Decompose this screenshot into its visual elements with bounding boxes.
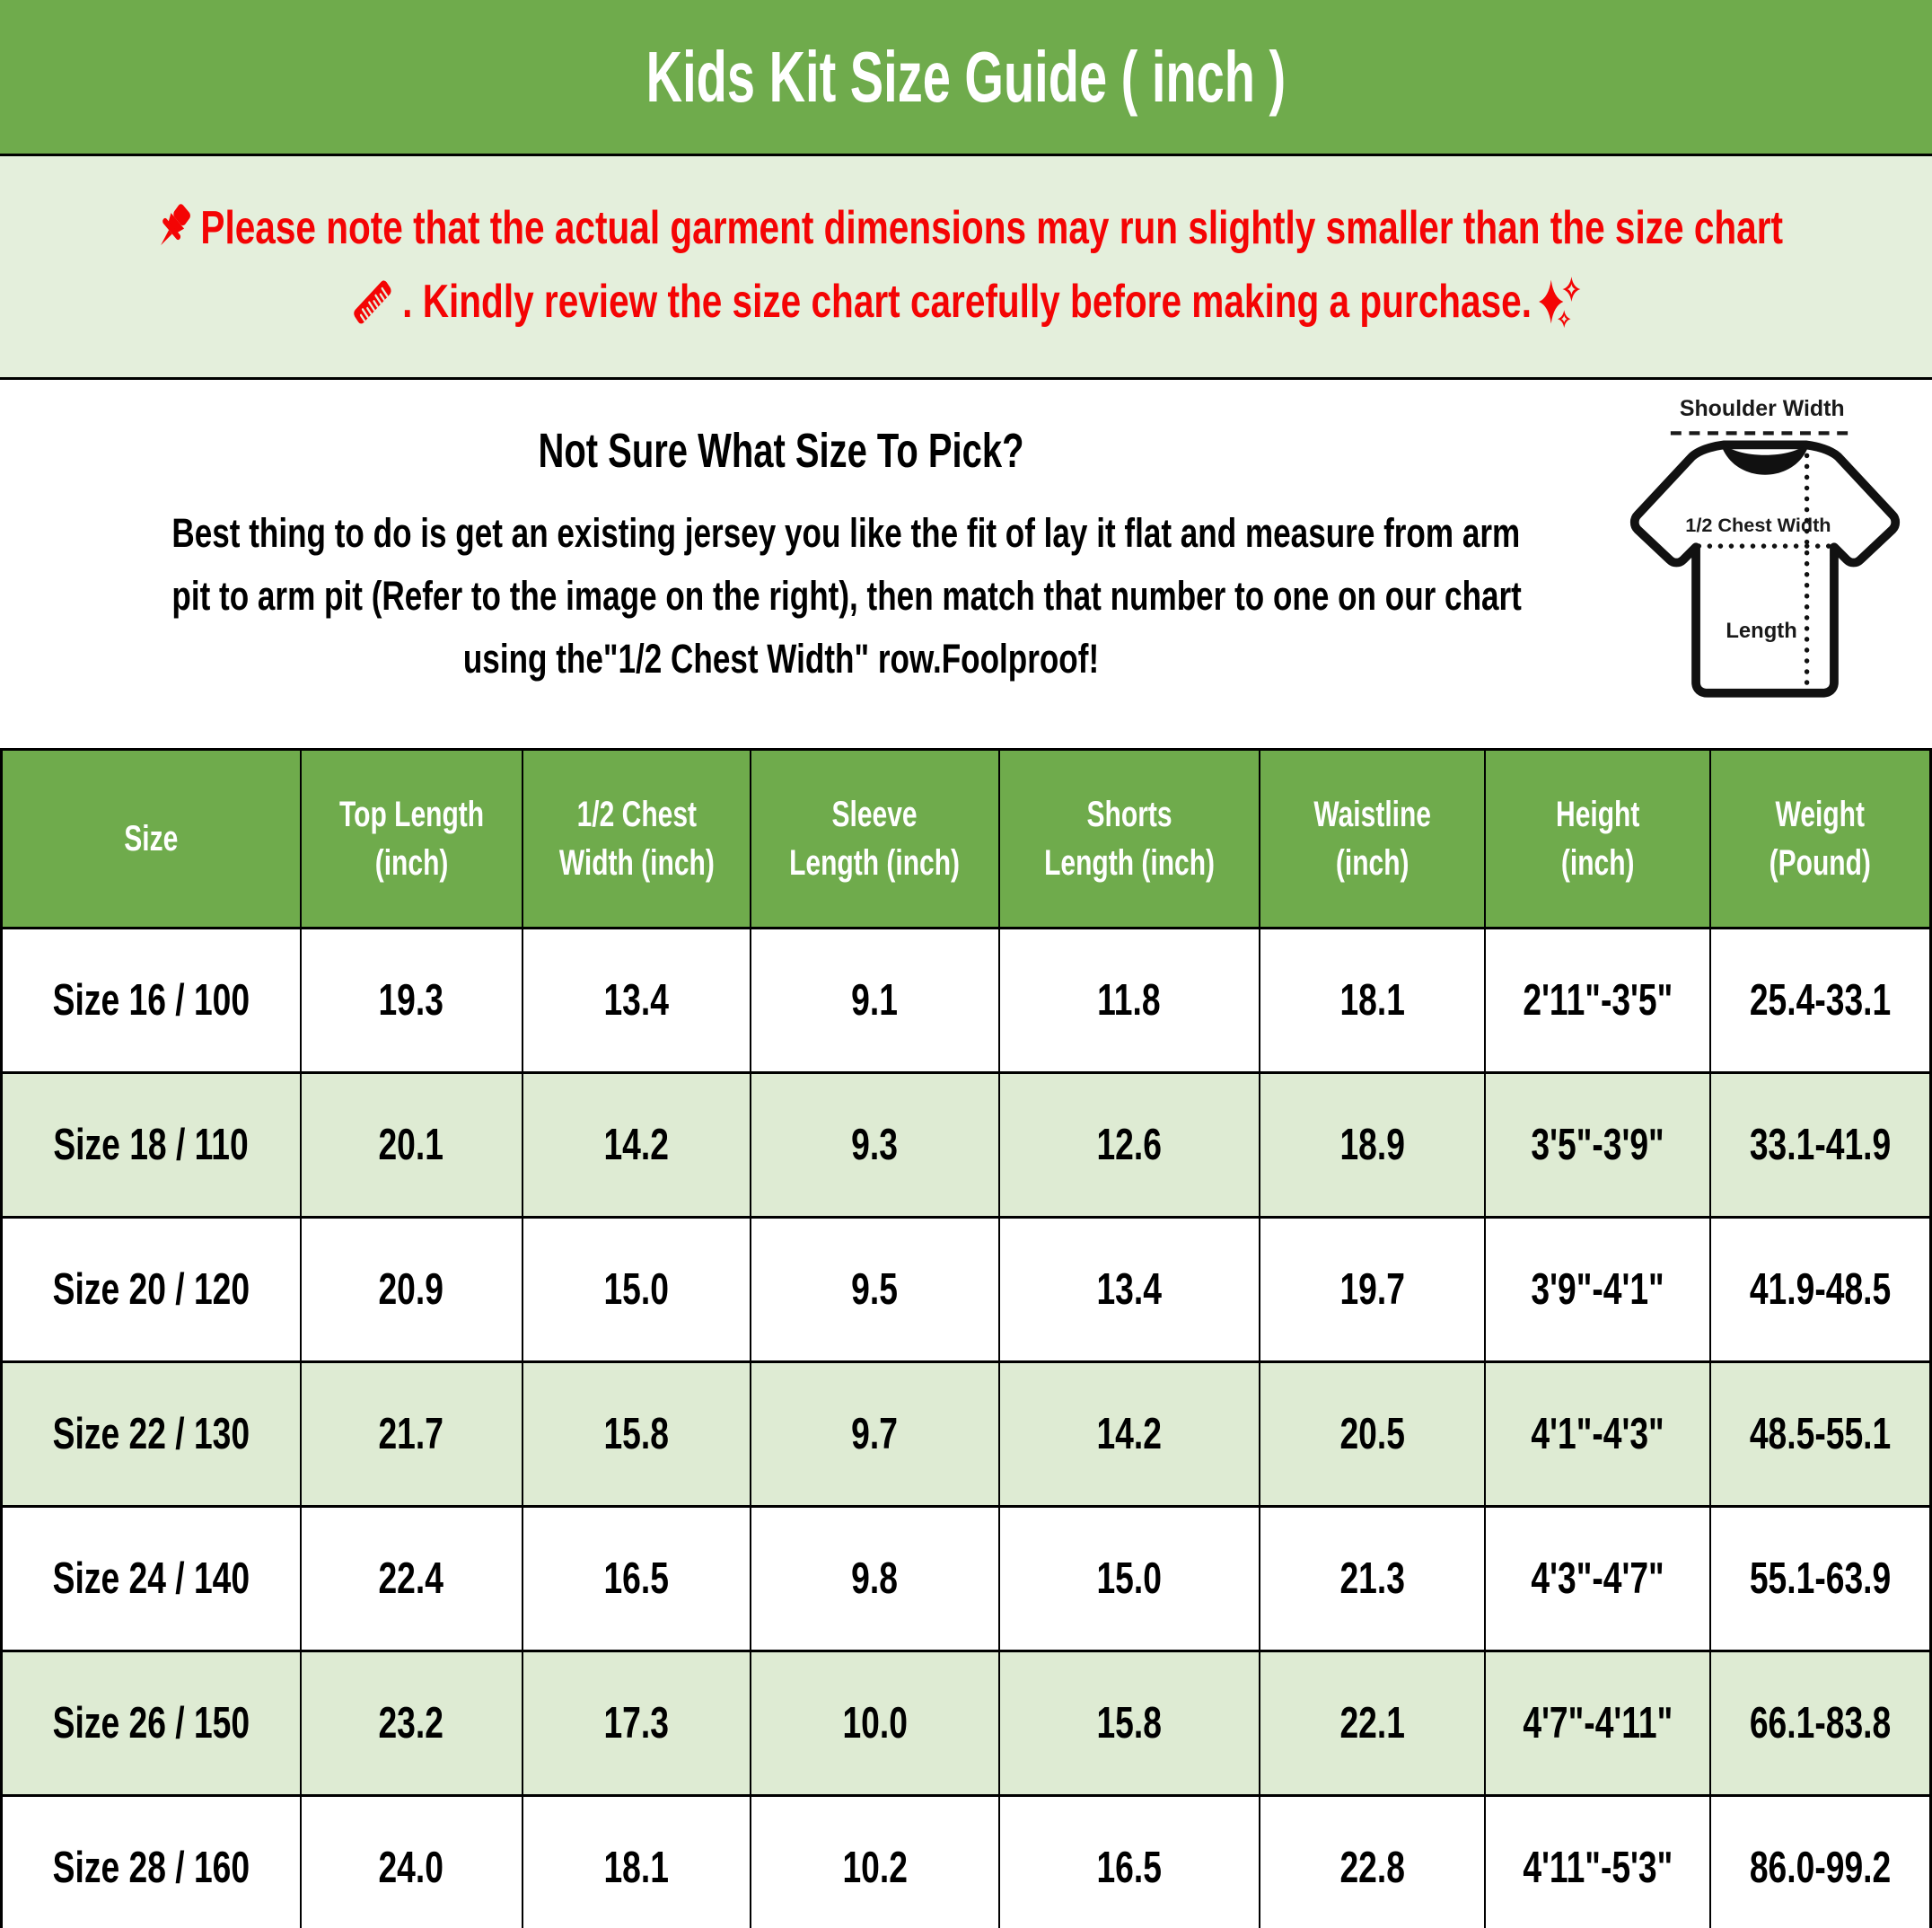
value-cell: 3'5"-3'9" bbox=[1484, 1071, 1712, 1219]
value-cell: 12.6 bbox=[997, 1071, 1260, 1219]
value-cell: 9.3 bbox=[750, 1071, 1000, 1219]
value-cell: 15.0 bbox=[997, 1505, 1260, 1652]
value-cell: 22.8 bbox=[1258, 1794, 1487, 1928]
column-header: Sleeve Length (inch) bbox=[750, 748, 1000, 929]
size-help-section: Not Sure What Size To Pick? Best thing t… bbox=[0, 380, 1932, 748]
value-cell: 16.5 bbox=[997, 1794, 1260, 1928]
tshirt-measurement-diagram: Shoulder Width 1/2 Chest Width Length bbox=[1629, 396, 1901, 698]
value-cell: 9.8 bbox=[750, 1505, 1000, 1652]
value-cell: 10.2 bbox=[750, 1794, 1000, 1928]
ruler-icon bbox=[353, 280, 391, 324]
table-row: Size 20 / 120 20.9 15.0 9.5 13.4 19.7 3'9"-4'1… bbox=[0, 1216, 1932, 1363]
value-cell: 3'9"-4'1" bbox=[1484, 1216, 1712, 1363]
page-title: Kids Kit Size Guide ( inch ) bbox=[645, 36, 1287, 117]
tshirt-outline bbox=[1629, 440, 1901, 698]
value-cell: 19.3 bbox=[299, 927, 523, 1074]
value-cell: 4'11"-5'3" bbox=[1484, 1794, 1712, 1928]
value-cell: 14.2 bbox=[997, 1360, 1260, 1508]
value-cell: 20.9 bbox=[299, 1216, 523, 1363]
value-cell: 4'7"-4'11" bbox=[1484, 1650, 1712, 1797]
value-cell: 9.1 bbox=[750, 927, 1000, 1074]
size-table: Size Top Length (inch) 1/2 Chest Width (inch… bbox=[0, 748, 1932, 1928]
notice-line-1: Please note that the actual garment dime… bbox=[149, 199, 1783, 257]
value-cell: 33.1-41.9 bbox=[1709, 1071, 1932, 1219]
value-cell: 13.4 bbox=[997, 1216, 1260, 1363]
value-cell: 15.8 bbox=[521, 1360, 752, 1508]
size-help-text: Not Sure What Size To Pick? Best thing t… bbox=[0, 380, 1562, 691]
value-cell: 2'11"-3'5" bbox=[1484, 927, 1712, 1074]
size-table-header: Size Top Length (inch) 1/2 Chest Width (inch… bbox=[0, 748, 1932, 929]
table-row: Size 26 / 150 23.2 17.3 10.0 15.8 22.1 4'7"-4'… bbox=[0, 1650, 1932, 1797]
column-header: Height (inch) bbox=[1484, 748, 1712, 929]
value-cell: 86.0-99.2 bbox=[1709, 1794, 1932, 1928]
column-header: Size bbox=[0, 748, 302, 929]
value-cell: 24.0 bbox=[299, 1794, 523, 1928]
size-cell: Size 28 / 160 bbox=[0, 1794, 302, 1928]
notice-line-2: . Kindly review the size chart carefully… bbox=[349, 269, 1584, 334]
size-help-heading: Not Sure What Size To Pick? bbox=[538, 424, 1024, 478]
notice-line-1-text: Please note that the actual garment dime… bbox=[200, 202, 1784, 254]
column-header: Top Length (inch) bbox=[299, 748, 523, 929]
value-cell: 16.5 bbox=[521, 1505, 752, 1652]
value-cell: 41.9-48.5 bbox=[1709, 1216, 1932, 1363]
value-cell: 11.8 bbox=[997, 927, 1260, 1074]
size-help-body-line: pit to arm pit (Refer to the image on th… bbox=[171, 573, 1522, 619]
header-row: Size Top Length (inch) 1/2 Chest Width (inch… bbox=[0, 748, 1932, 929]
value-cell: 4'1"-4'3" bbox=[1484, 1360, 1712, 1508]
notice-line-2-text: . Kindly review the size chart carefully… bbox=[401, 276, 1532, 328]
sparkles-icon bbox=[1538, 277, 1580, 329]
value-cell: 15.0 bbox=[521, 1216, 752, 1363]
value-cell: 4'3"-4'7" bbox=[1484, 1505, 1712, 1652]
value-cell: 14.2 bbox=[521, 1071, 752, 1219]
value-cell: 55.1-63.9 bbox=[1709, 1505, 1932, 1652]
table-row: Size 18 / 110 20.1 14.2 9.3 12.6 18.9 3'5"-3'9… bbox=[0, 1071, 1932, 1219]
half-chest-width-label: 1/2 Chest Width bbox=[1685, 514, 1831, 536]
column-header: Waistline (inch) bbox=[1258, 748, 1487, 929]
value-cell: 13.4 bbox=[521, 927, 752, 1074]
size-cell: Size 26 / 150 bbox=[0, 1650, 302, 1797]
value-cell: 18.1 bbox=[1258, 927, 1487, 1074]
value-cell: 66.1-83.8 bbox=[1709, 1650, 1932, 1797]
shoulder-width-label: Shoulder Width bbox=[1680, 396, 1845, 421]
value-cell: 20.5 bbox=[1258, 1360, 1487, 1508]
table-row: Size 22 / 130 21.7 15.8 9.7 14.2 20.5 4'1"-4'3… bbox=[0, 1360, 1932, 1508]
value-cell: 18.9 bbox=[1258, 1071, 1487, 1219]
value-cell: 18.1 bbox=[521, 1794, 752, 1928]
value-cell: 10.0 bbox=[750, 1650, 1000, 1797]
value-cell: 9.7 bbox=[750, 1360, 1000, 1508]
tshirt-collar bbox=[1720, 442, 1810, 475]
notice-banner: Please note that the actual garment dime… bbox=[0, 156, 1932, 380]
size-cell: Size 16 / 100 bbox=[0, 927, 302, 1074]
title-bar: Kids Kit Size Guide ( inch ) bbox=[0, 0, 1932, 156]
size-cell: Size 24 / 140 bbox=[0, 1505, 302, 1652]
column-header: Shorts Length (inch) bbox=[997, 748, 1260, 929]
value-cell: 22.1 bbox=[1258, 1650, 1487, 1797]
value-cell: 48.5-55.1 bbox=[1709, 1360, 1932, 1508]
value-cell: 21.3 bbox=[1258, 1505, 1487, 1652]
value-cell: 21.7 bbox=[299, 1360, 523, 1508]
size-table-body: Size 16 / 100 19.3 13.4 9.1 11.8 18.1 2'11"-3'… bbox=[0, 927, 1932, 1928]
value-cell: 9.5 bbox=[750, 1216, 1000, 1363]
table-row: Size 16 / 100 19.3 13.4 9.1 11.8 18.1 2'11"-3'… bbox=[0, 927, 1932, 1074]
size-cell: Size 22 / 130 bbox=[0, 1360, 302, 1508]
value-cell: 15.8 bbox=[997, 1650, 1260, 1797]
table-row: Size 24 / 140 22.4 16.5 9.8 15.0 21.3 4'3"-4'7… bbox=[0, 1505, 1932, 1652]
value-cell: 22.4 bbox=[299, 1505, 523, 1652]
length-label: Length bbox=[1726, 619, 1796, 643]
table-row: Size 28 / 160 24.0 18.1 10.2 16.5 22.8 4'11"-5… bbox=[0, 1794, 1932, 1928]
column-header: 1/2 Chest Width (inch) bbox=[521, 748, 752, 929]
value-cell: 25.4-33.1 bbox=[1709, 927, 1932, 1074]
value-cell: 20.1 bbox=[299, 1071, 523, 1219]
size-cell: Size 20 / 120 bbox=[0, 1216, 302, 1363]
value-cell: 17.3 bbox=[521, 1650, 752, 1797]
pushpin-icon bbox=[161, 204, 191, 246]
size-help-body-line: Best thing to do is get an existing jers… bbox=[171, 510, 1521, 556]
value-cell: 19.7 bbox=[1258, 1216, 1487, 1363]
size-cell: Size 18 / 110 bbox=[0, 1071, 302, 1219]
size-help-body-line: using the"1/2 Chest Width" row.Foolproof… bbox=[462, 636, 1100, 682]
value-cell: 23.2 bbox=[299, 1650, 523, 1797]
column-header: Weight (Pound) bbox=[1709, 748, 1932, 929]
